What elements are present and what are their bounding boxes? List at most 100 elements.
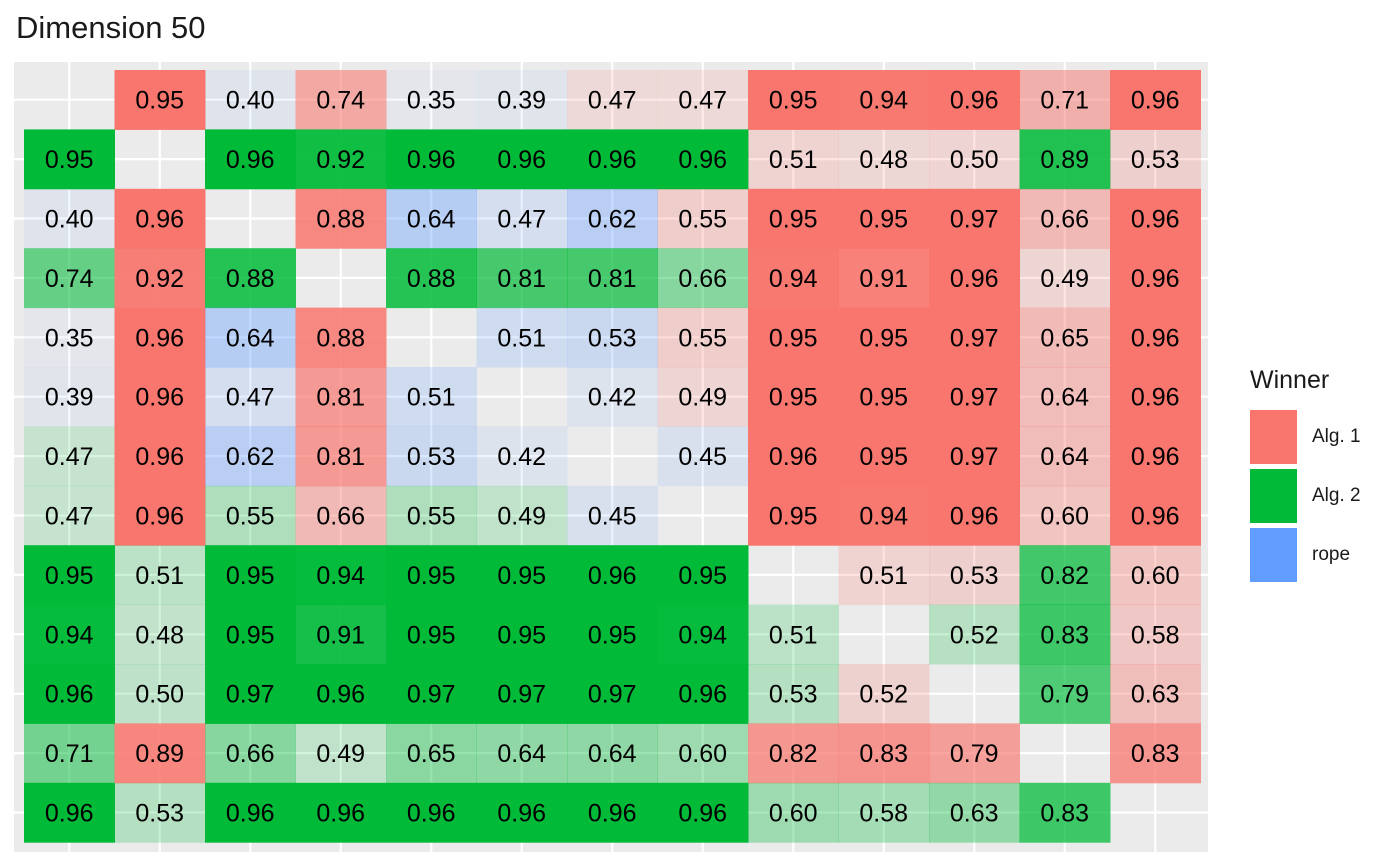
cell-value-label: 0.95 xyxy=(769,206,818,234)
cell-value-label: 0.45 xyxy=(678,443,727,471)
cell-value-label: 0.47 xyxy=(497,206,546,234)
heatmap-cell xyxy=(838,782,930,843)
cell-value-label: 0.96 xyxy=(226,146,275,174)
heatmap-cell xyxy=(205,782,296,843)
heatmap-cell xyxy=(567,723,658,784)
cell-value-label: 0.95 xyxy=(407,621,456,649)
heatmap-cell xyxy=(1110,367,1201,427)
cell-value-label: 0.82 xyxy=(1040,562,1089,590)
cell-value-label: 0.47 xyxy=(45,503,94,531)
legend: Winner Alg. 1 Alg. 2 rope xyxy=(1250,366,1361,584)
cell-value-label: 0.96 xyxy=(135,384,184,412)
cell-value-label: 0.95 xyxy=(135,87,184,115)
cell-value-label: 0.62 xyxy=(588,206,637,234)
cell-value-label: 0.92 xyxy=(316,146,365,174)
cell-value-label: 0.95 xyxy=(588,621,637,649)
cell-value-label: 0.51 xyxy=(859,562,908,590)
heatmap-cell xyxy=(929,307,1020,368)
cell-value-label: 0.96 xyxy=(1131,443,1180,471)
cell-value-label: 0.51 xyxy=(497,324,546,352)
heatmap-cell xyxy=(1019,664,1111,724)
heatmap-cell xyxy=(1110,307,1201,368)
heatmap-cell xyxy=(295,129,387,190)
cell-value-label: 0.66 xyxy=(678,265,727,293)
chart-title: Dimension 50 xyxy=(16,10,206,45)
legend-label-alg1: Alg. 1 xyxy=(1312,425,1361,447)
cell-value-label: 0.74 xyxy=(45,265,94,293)
cell-value-label: 0.96 xyxy=(497,800,546,828)
cell-value-label: 0.64 xyxy=(1040,443,1089,471)
heatmap-cell xyxy=(929,129,1020,190)
heatmap-cell xyxy=(1019,485,1111,546)
cell-value-label: 0.97 xyxy=(407,681,456,709)
cell-value-label: 0.64 xyxy=(1040,384,1089,412)
heatmap-cell xyxy=(567,545,658,606)
heatmap-cell xyxy=(386,723,477,784)
cell-value-label: 0.96 xyxy=(588,562,637,590)
heatmap-cell xyxy=(838,307,930,368)
heatmap-cell xyxy=(657,367,749,427)
heatmap-cell xyxy=(657,604,749,665)
legend-key-alg1 xyxy=(1250,409,1297,464)
heatmap-cell xyxy=(114,545,206,606)
cell-value-label: 0.40 xyxy=(45,206,94,234)
cell-value-label: 0.39 xyxy=(45,384,94,412)
legend-title: Winner xyxy=(1250,366,1330,394)
heatmap-cell xyxy=(1019,545,1111,606)
heatmap-cell xyxy=(748,129,839,190)
cell-value-label: 0.97 xyxy=(950,206,999,234)
heatmap-cell xyxy=(114,307,206,368)
heatmap-cell xyxy=(476,782,568,843)
cell-value-label: 0.51 xyxy=(769,621,818,649)
heatmap-cell xyxy=(567,129,658,190)
cell-value-label: 0.65 xyxy=(407,740,456,768)
heatmap-cell xyxy=(567,307,658,368)
heatmap-cell xyxy=(476,545,568,606)
heatmap-cell xyxy=(838,367,930,427)
cell-value-label: 0.92 xyxy=(135,265,184,293)
heatmap-cell xyxy=(567,367,658,427)
cell-value-label: 0.66 xyxy=(316,503,365,531)
cell-value-label: 0.55 xyxy=(678,206,727,234)
heatmap-cell xyxy=(476,188,568,249)
heatmap-cell xyxy=(929,426,1020,487)
heatmap-cell xyxy=(476,723,568,784)
heatmap-cell xyxy=(205,485,296,546)
cell-value-label: 0.47 xyxy=(678,87,727,115)
heatmap-cell xyxy=(476,307,568,368)
legend-label-rope: rope xyxy=(1312,543,1351,565)
heatmap-cell xyxy=(748,367,839,427)
heatmap-cell xyxy=(205,129,296,190)
heatmap-cell xyxy=(476,129,568,190)
cell-value-label: 0.94 xyxy=(769,265,818,293)
heatmap-cell xyxy=(386,664,477,724)
heatmap-cell xyxy=(657,664,749,724)
cell-value-label: 0.53 xyxy=(407,443,456,471)
cell-value-label: 0.47 xyxy=(226,384,275,412)
heatmap-cell xyxy=(838,664,930,724)
heatmap-cell xyxy=(205,426,296,487)
cell-value-label: 0.47 xyxy=(45,443,94,471)
heatmap-cell xyxy=(1019,307,1111,368)
heatmap-cell xyxy=(295,664,387,724)
cell-value-label: 0.50 xyxy=(135,681,184,709)
cell-value-label: 0.79 xyxy=(950,740,999,768)
cell-value-label: 0.96 xyxy=(135,324,184,352)
cell-value-label: 0.63 xyxy=(950,800,999,828)
heatmap-cell xyxy=(295,782,387,843)
cell-value-label: 0.97 xyxy=(497,681,546,709)
cell-value-label: 0.95 xyxy=(45,562,94,590)
heatmap-cell xyxy=(295,367,387,427)
heatmap-cell xyxy=(748,70,839,130)
cell-value-label: 0.81 xyxy=(316,443,365,471)
heatmap-cell xyxy=(657,188,749,249)
heatmap-cell xyxy=(205,545,296,606)
cell-value-label: 0.60 xyxy=(1131,562,1180,590)
cell-value-label: 0.82 xyxy=(769,740,818,768)
cell-value-label: 0.97 xyxy=(950,443,999,471)
heatmap-cell xyxy=(929,367,1020,427)
heatmap-cell xyxy=(386,129,477,190)
heatmap-cell xyxy=(114,248,206,309)
cell-value-label: 0.49 xyxy=(1040,265,1089,293)
